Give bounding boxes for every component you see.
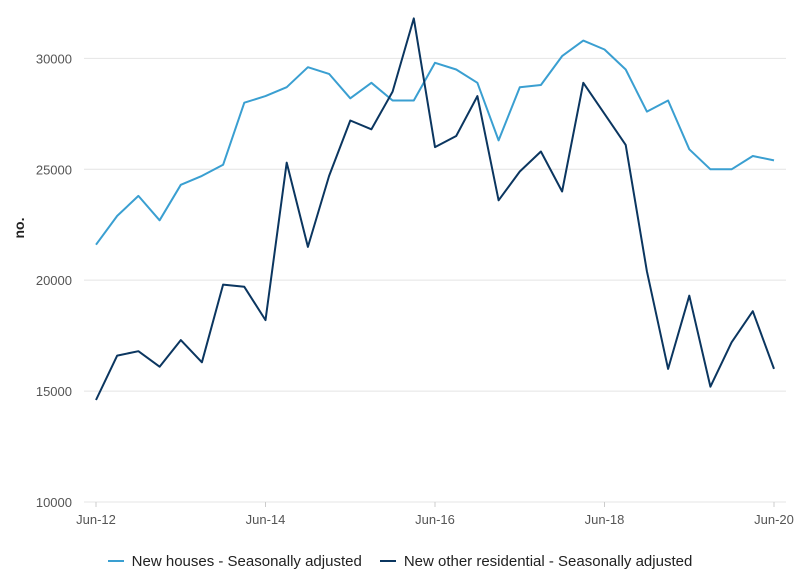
x-axis-ticks: Jun-12 Jun-14 Jun-16 Jun-18 Jun-20: [76, 502, 794, 527]
y-tick-label: 10000: [36, 495, 72, 510]
y-tick-label: 25000: [36, 162, 72, 177]
y-axis-title: no.: [11, 218, 27, 239]
legend-label-new-houses: New houses - Seasonally adjusted: [131, 552, 362, 570]
legend-item-new-houses[interactable]: New houses - Seasonally adjusted: [107, 552, 362, 570]
y-axis-ticks: 10000 15000 20000 25000 30000: [36, 51, 72, 510]
legend-item-new-other-residential[interactable]: New other residential - Seasonally adjus…: [379, 552, 693, 570]
series-lines: [95, 17, 775, 401]
y-tick-label: 30000: [36, 51, 72, 66]
x-tick-label: Jun-18: [585, 512, 625, 527]
gridlines: [84, 57, 786, 503]
series-line-new-other-residential[interactable]: [95, 17, 775, 401]
y-tick-label: 15000: [36, 384, 72, 399]
y-tick-label: 20000: [36, 273, 72, 288]
x-tick-label: Jun-16: [415, 512, 455, 527]
legend: New houses - Seasonally adjusted New oth…: [0, 548, 800, 574]
series-line-new-houses[interactable]: [95, 39, 775, 246]
x-tick-label: Jun-12: [76, 512, 116, 527]
legend-swatch-new-houses: [107, 560, 124, 562]
x-tick-label: Jun-14: [246, 512, 286, 527]
legend-swatch-new-other-residential: [379, 560, 396, 562]
x-tick-label: Jun-20: [754, 512, 794, 527]
legend-label-new-other-residential: New other residential - Seasonally adjus…: [403, 552, 693, 570]
